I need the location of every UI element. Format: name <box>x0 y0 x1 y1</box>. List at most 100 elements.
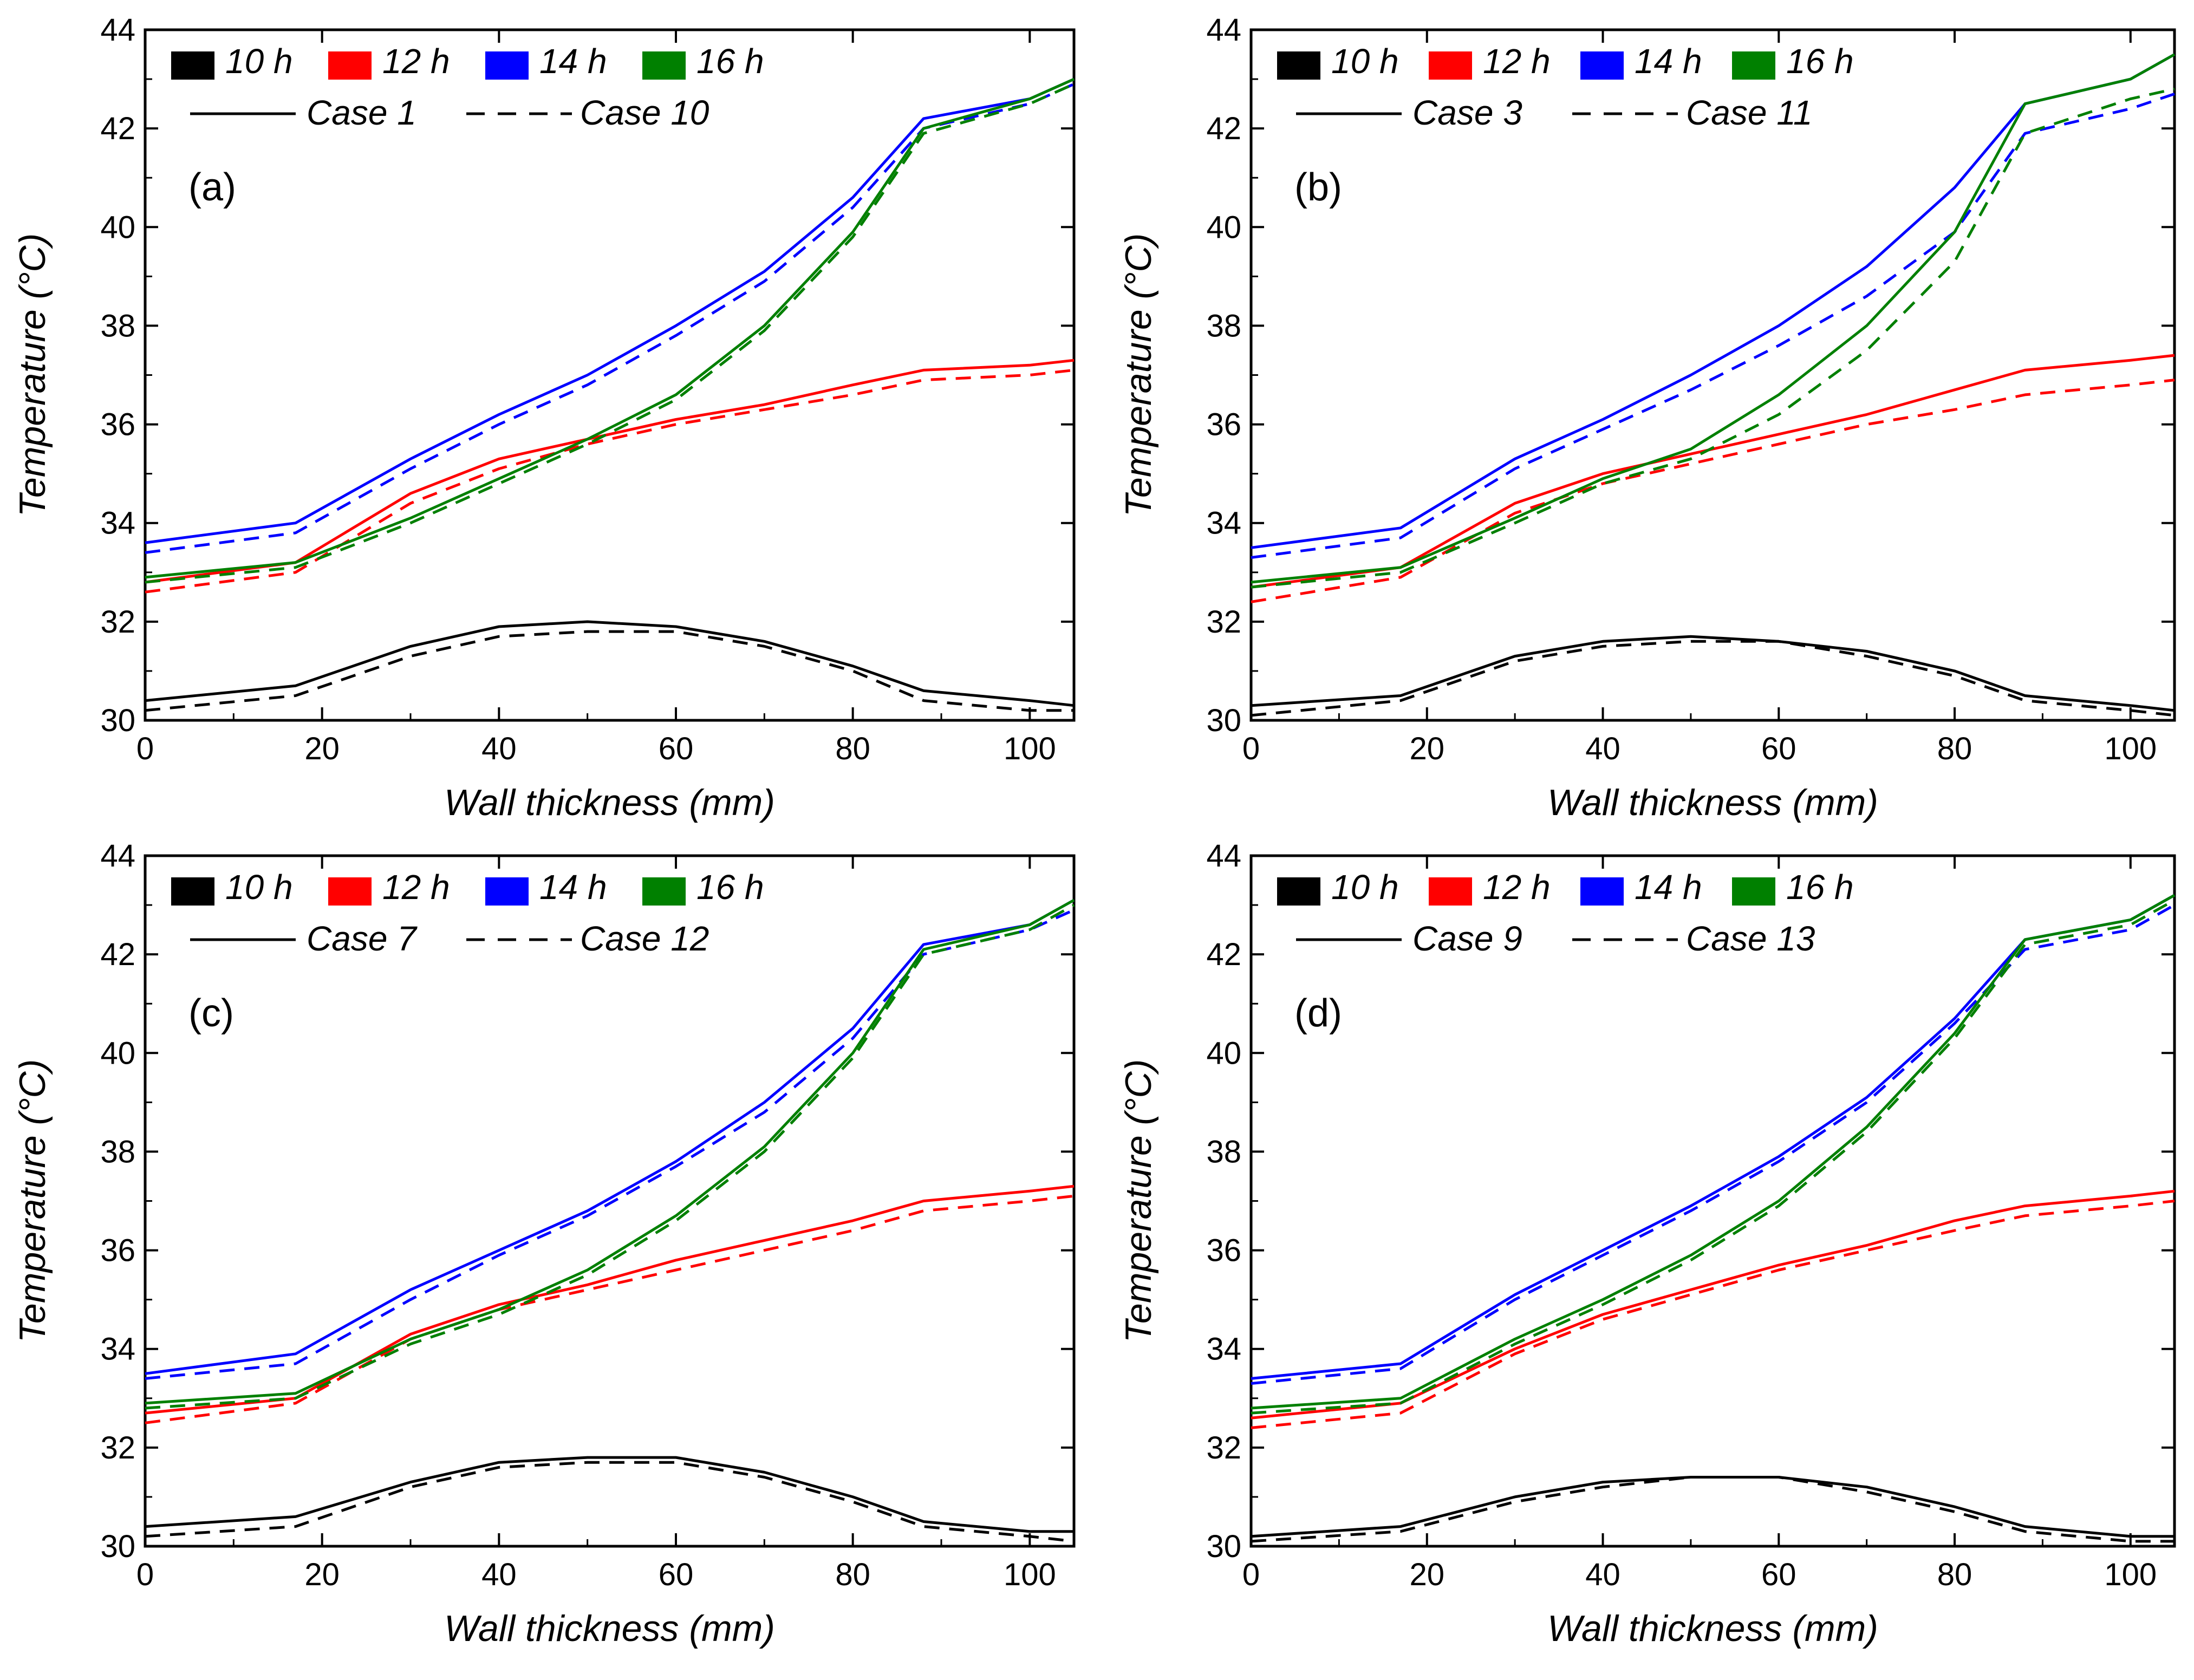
series-line-14h-dashed <box>145 908 1075 1380</box>
legend-solid-label: Case 9 <box>1412 919 1522 958</box>
series-line-12h-dashed <box>145 368 1075 594</box>
legend-label: 14 h <box>1635 42 1702 81</box>
series-line-12h-solid <box>145 359 1075 584</box>
y-tick-label: 42 <box>1206 111 1241 146</box>
plot-frame <box>1249 854 2176 1548</box>
x-axis-title: Wall thickness (mm) <box>1547 782 1878 823</box>
x-axis-title: Wall thickness (mm) <box>444 1608 775 1649</box>
legend-label: 16 h <box>1786 868 1854 907</box>
panel-label: (b) <box>1294 166 1342 209</box>
chart-panel-1: 0 20 40 60 80 100 30 32 34 36 38 40 42 44 Wall thickne… <box>12 12 1076 823</box>
legend-swatch <box>642 51 686 80</box>
y-tick-label: 32 <box>100 1430 135 1466</box>
x-tick-label: 60 <box>659 1557 694 1592</box>
y-axis-title: Temperature (°C) <box>1118 1059 1159 1343</box>
legend-swatch <box>1732 51 1775 80</box>
series-line-12h-solid <box>1251 1189 2175 1419</box>
y-tick-label: 44 <box>100 12 135 48</box>
y-tick-label: 38 <box>1206 308 1241 343</box>
x-tick-label: 80 <box>1937 731 1972 766</box>
y-tick-label: 42 <box>100 937 135 972</box>
series-line-16h-solid <box>1251 894 2176 1410</box>
legend-swatch <box>1732 877 1775 906</box>
x-tick-label: 20 <box>304 1557 340 1592</box>
x-tick-label: 60 <box>659 731 694 766</box>
y-tick-label: 42 <box>100 111 135 146</box>
legend-solid-label: Case 3 <box>1412 93 1522 132</box>
legend-dashed-label: Case 13 <box>1686 919 1815 958</box>
legend-label: 10 h <box>1331 868 1399 907</box>
y-tick-label: 40 <box>1206 1036 1241 1071</box>
y-axis-title: Temperature (°C) <box>12 1059 53 1343</box>
y-axis-title: Temperature (°C) <box>1118 233 1159 517</box>
legend-label: 10 h <box>1331 42 1399 81</box>
legend-label: 12 h <box>382 42 450 81</box>
y-tick-label: 30 <box>100 703 135 738</box>
y-tick-label: 34 <box>1206 506 1241 541</box>
y-tick-label: 30 <box>100 1529 135 1564</box>
legend-label: 16 h <box>696 868 764 907</box>
y-axis-title: Temperature (°C) <box>12 233 53 517</box>
series-line-16h-dashed <box>1251 87 2175 589</box>
legend-swatch <box>171 51 214 80</box>
series-line-14h-solid <box>145 77 1075 544</box>
y-tick-label: 34 <box>100 506 135 541</box>
series-line-12h-solid <box>145 1184 1075 1415</box>
legend-swatch <box>642 877 686 906</box>
x-tick-label: 0 <box>1242 1557 1260 1592</box>
legend-swatch <box>485 877 529 906</box>
x-tick-label: 20 <box>1410 1557 1445 1592</box>
y-tick-label: 44 <box>1206 12 1241 48</box>
legend-swatch <box>1429 877 1472 906</box>
x-tick-label: 100 <box>1004 731 1056 766</box>
x-tick-label: 40 <box>1585 1557 1620 1592</box>
legend-label: 14 h <box>1635 868 1702 907</box>
series-line-14h-solid <box>145 898 1075 1375</box>
chart-panel-3: 0 20 40 60 80 100 30 32 34 36 38 40 42 44 Wall thickne… <box>12 838 1076 1649</box>
y-tick-label: 36 <box>100 407 135 442</box>
y-tick-label: 36 <box>100 1233 135 1268</box>
y-tick-label: 40 <box>1206 210 1241 245</box>
x-axis-title: Wall thickness (mm) <box>444 782 775 823</box>
y-tick-label: 38 <box>1206 1134 1241 1169</box>
y-tick-label: 32 <box>1206 604 1241 640</box>
x-tick-label: 100 <box>2104 731 2157 766</box>
legend-dashed-label: Case 11 <box>1686 93 1813 132</box>
x-tick-label: 60 <box>1761 1557 1796 1592</box>
y-tick-label: 32 <box>100 604 135 640</box>
series-line-16h-solid <box>1251 53 2176 584</box>
legend-label: 12 h <box>382 868 450 907</box>
legend-label: 12 h <box>1483 42 1551 81</box>
y-tick-label: 40 <box>100 1036 135 1071</box>
series-line-10h-solid <box>1251 1476 2175 1538</box>
legend-solid-label: Case 1 <box>307 93 416 132</box>
x-tick-label: 40 <box>481 731 517 766</box>
x-tick-label: 100 <box>2104 1557 2157 1592</box>
series-line-16h-dashed <box>145 903 1075 1410</box>
legend-label: 14 h <box>539 868 607 907</box>
x-tick-label: 80 <box>1937 1557 1972 1592</box>
legend-label: 10 h <box>225 42 293 81</box>
legend-swatch <box>1580 877 1624 906</box>
legend-swatch <box>171 877 214 906</box>
x-tick-label: 20 <box>304 731 340 766</box>
x-tick-label: 80 <box>835 731 870 766</box>
chart-panel-4: 0 20 40 60 80 100 30 32 34 36 38 40 42 44 Wall thickne… <box>1118 838 2176 1649</box>
series-line-10h-dashed <box>1251 640 2175 717</box>
series-line-16h-solid <box>145 898 1075 1405</box>
series-line-14h-solid <box>1251 894 2176 1380</box>
series-line-16h-dashed <box>1251 898 2176 1415</box>
y-tick-label: 40 <box>100 210 135 245</box>
legend-swatch <box>1429 51 1472 80</box>
series-line-16h-dashed <box>145 82 1075 584</box>
series-line-16h-solid <box>145 77 1075 579</box>
legend-label: 16 h <box>696 42 764 81</box>
series-line-12h-dashed <box>1251 1200 2175 1429</box>
y-tick-label: 32 <box>1206 1430 1241 1466</box>
legend-swatch <box>1277 877 1320 906</box>
series-line-10h-dashed <box>145 1461 1075 1543</box>
series-line-10h-dashed <box>145 630 1074 712</box>
y-tick-label: 44 <box>100 838 135 874</box>
series-line-10h-solid <box>145 1456 1074 1533</box>
legend-label: 12 h <box>1483 868 1551 907</box>
